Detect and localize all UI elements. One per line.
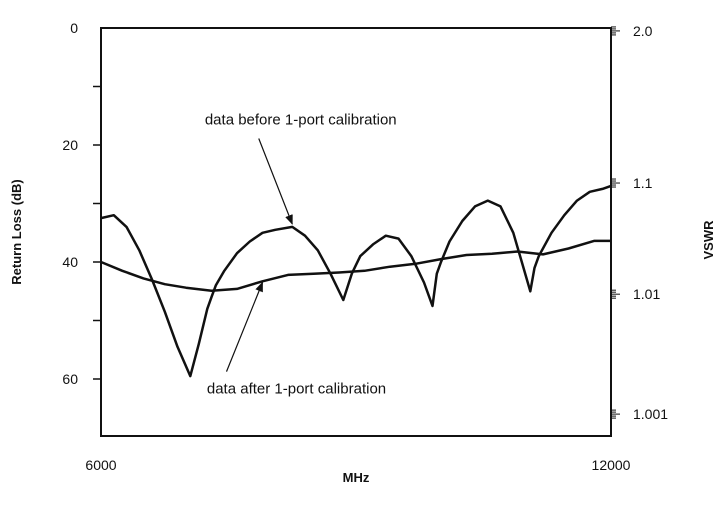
annotation-label: data before 1-port calibration [205,112,397,129]
series-line-2 [100,239,611,292]
series-line-1 [100,184,612,378]
y-tick-label: 40 [62,254,78,270]
x-tick-label: 6000 [85,457,116,473]
x-axis-ticks: 6000 12000 [85,457,630,473]
y-axis-title: Return Loss (dB) [9,179,24,284]
y-tick-label: 20 [62,137,78,153]
y-tick-label: 60 [62,371,78,387]
annotation-arrow [258,138,293,225]
x-tick-label: 12000 [592,457,631,473]
y-tick-label: 0 [70,20,78,36]
y2-axis-title: VSWR [701,220,716,260]
series-layer [100,184,612,378]
x-axis-title: MHz [343,470,370,485]
y2-tick-label: 2.0 [633,23,653,39]
annotation-layer: data before 1-port calibration data after… [205,112,397,398]
y2-tick-label: 1.001 [633,406,668,422]
annotation-arrow [225,281,264,372]
y2-tick-label: 1.1 [633,175,653,191]
annotation-label: data after 1-port calibration [207,381,386,398]
y2-tick-label: 1.01 [633,286,660,302]
y2-axis-ticks: 2.0 1.1 1.01 1.001 [611,23,668,422]
y-axis-ticks: 0 20 40 60 [62,20,101,387]
plot-frame [100,27,612,437]
